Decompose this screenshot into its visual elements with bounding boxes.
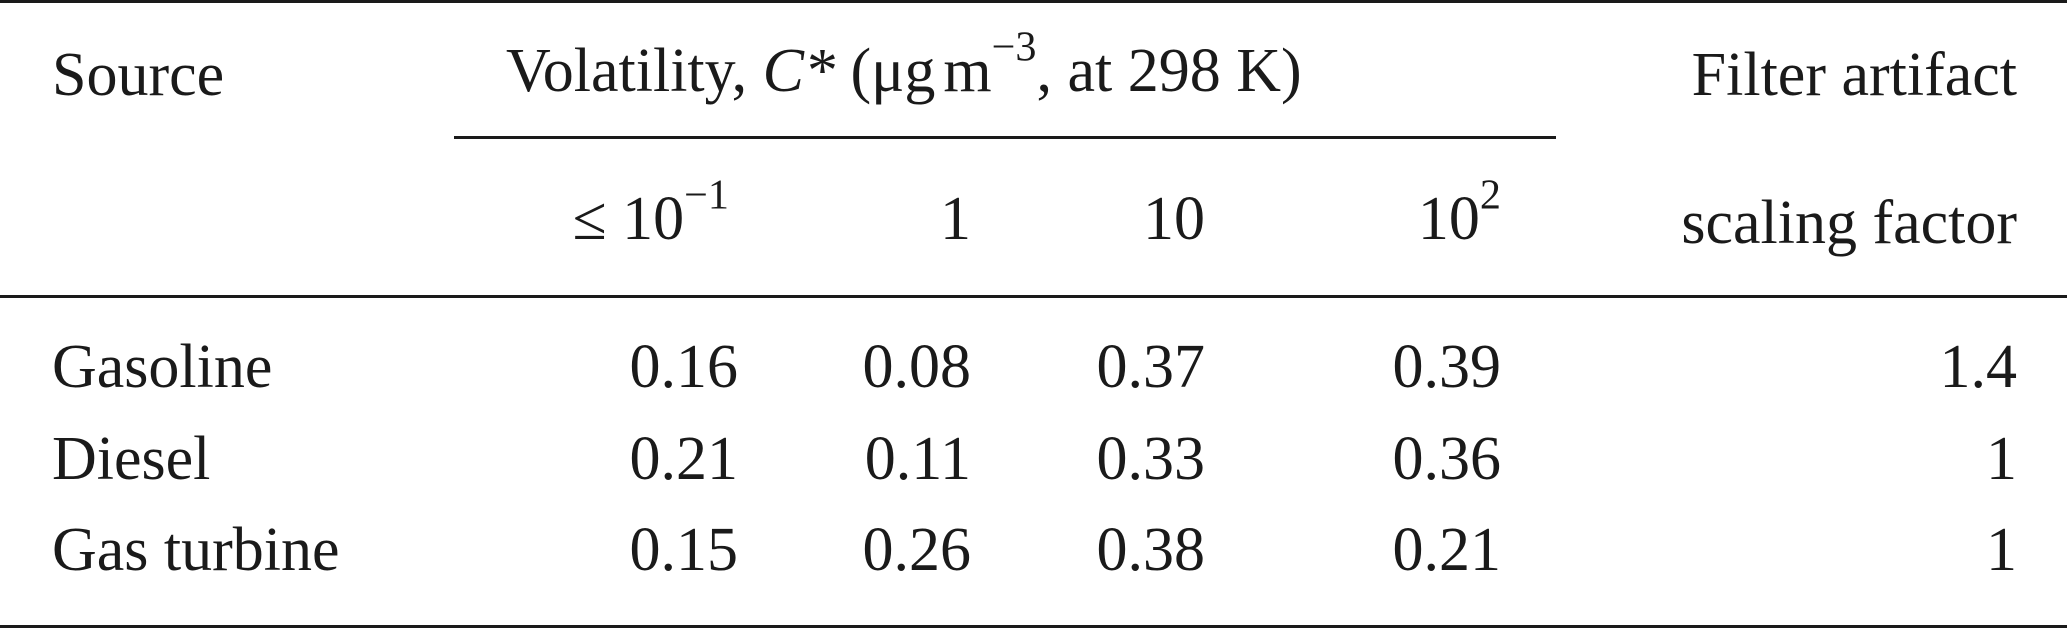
bin-4-exponent: 2 bbox=[1479, 171, 1501, 219]
top-rule bbox=[0, 0, 2067, 3]
header-bin-4: 102 bbox=[1417, 174, 1501, 253]
row-1-value-3: 0.37 bbox=[1096, 333, 1206, 401]
header-filter-line1: Filter artifact bbox=[1691, 41, 2017, 109]
row-3-value-4: 0.21 bbox=[1392, 516, 1502, 584]
bin-1-prefix: ≤ 10 bbox=[572, 185, 685, 253]
volatility-group-rule bbox=[454, 136, 1556, 139]
bin-1-exponent: −1 bbox=[684, 171, 729, 219]
header-bottom-rule bbox=[0, 295, 2067, 298]
row-3-value-1: 0.15 bbox=[629, 516, 739, 584]
row-3-source: Gas turbine bbox=[52, 516, 340, 584]
volatility-unit-m: m bbox=[943, 37, 992, 105]
row-3-value-2: 0.26 bbox=[862, 516, 972, 584]
bin-3-prefix: 10 bbox=[1143, 185, 1205, 253]
volatility-prefix: Volatility, bbox=[506, 37, 763, 105]
row-2-value-1: 0.21 bbox=[629, 425, 739, 493]
volatility-symbol: C* bbox=[762, 37, 835, 105]
header-bin-3: 10 bbox=[1143, 188, 1205, 250]
header-volatility: Volatility, C* (μg m−3, at 298 K) bbox=[506, 26, 1302, 105]
row-2-value-3: 0.33 bbox=[1096, 425, 1206, 493]
row-2-value-2: 0.11 bbox=[864, 425, 971, 493]
row-3-factor: 1 bbox=[1986, 516, 2017, 584]
row-1-factor: 1.4 bbox=[1939, 333, 2018, 401]
row-2-factor: 1 bbox=[1986, 425, 2017, 493]
row-2-source: Diesel bbox=[52, 425, 211, 493]
volatility-exponent: −3 bbox=[991, 23, 1037, 71]
row-2-value-4: 0.36 bbox=[1392, 425, 1502, 493]
header-filter-line2: scaling factor bbox=[1681, 189, 2017, 257]
row-1-value-1: 0.16 bbox=[629, 333, 739, 401]
header-bin-2: 1 bbox=[940, 188, 971, 250]
header-source: Source bbox=[52, 41, 225, 109]
bin-4-prefix: 10 bbox=[1417, 185, 1480, 253]
row-3-value-3: 0.38 bbox=[1096, 516, 1206, 584]
bin-2-prefix: 1 bbox=[940, 185, 971, 253]
volatility-open: (μg bbox=[835, 37, 936, 105]
bottom-rule bbox=[0, 625, 2067, 628]
row-1-source: Gasoline bbox=[52, 333, 273, 401]
header-bin-1: ≤ 10−1 bbox=[572, 174, 729, 253]
row-1-value-2: 0.08 bbox=[862, 333, 972, 401]
volatility-suffix: , at 298 K) bbox=[1036, 37, 1302, 105]
row-1-value-4: 0.39 bbox=[1392, 333, 1502, 401]
